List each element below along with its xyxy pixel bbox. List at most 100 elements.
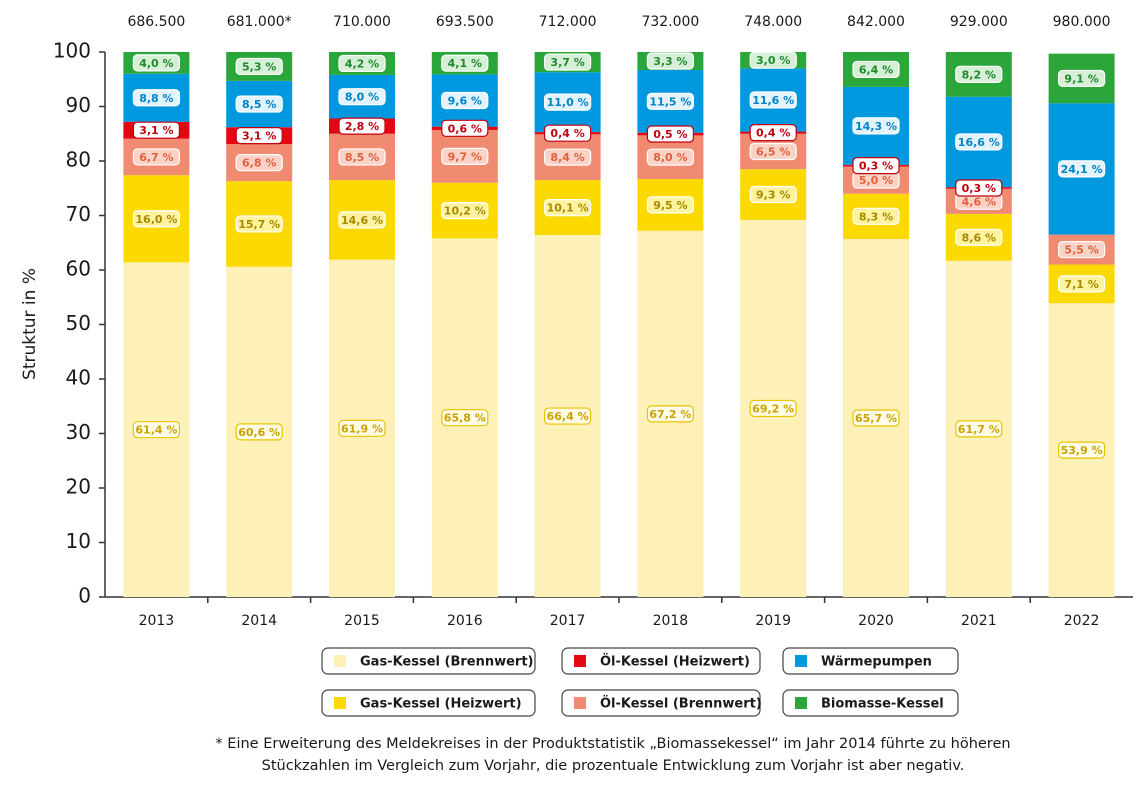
value-label: 8,3 %: [859, 210, 893, 223]
value-label-box: [955, 133, 1003, 151]
value-label-box: [646, 92, 695, 110]
total-label: 929.000: [950, 14, 1008, 30]
value-label: 4,2 %: [345, 57, 379, 70]
value-label: 11,5 %: [649, 95, 691, 108]
value-label-box: [1057, 275, 1106, 293]
value-label-box: [749, 51, 797, 69]
value-label: 6,4 %: [859, 63, 893, 76]
x-tick-label: 2020: [858, 613, 894, 629]
y-tick-label: 40: [66, 366, 91, 390]
legend-swatch: [574, 655, 586, 667]
value-label: 4,1 %: [448, 57, 482, 70]
legend-label: Gas-Kessel (Heizwert): [360, 697, 522, 712]
value-label: 66,4 %: [547, 410, 589, 423]
x-tick-label: 2018: [653, 613, 689, 629]
value-label-box: [132, 121, 180, 139]
value-label-box: [132, 54, 180, 72]
value-label: 60,6 %: [238, 426, 280, 439]
value-label-box: [852, 60, 900, 79]
x-tick-label: 2022: [1064, 613, 1100, 629]
value-label: 4,6 %: [962, 195, 996, 208]
value-label: 6,5 %: [756, 145, 790, 158]
value-label-box: [646, 125, 695, 143]
value-label-box: [441, 409, 489, 427]
value-label-box: [646, 405, 695, 423]
value-label: 4,0 %: [139, 57, 173, 70]
total-label: 712.000: [539, 14, 597, 30]
value-label: 0,3 %: [962, 182, 996, 195]
total-label: 980.000: [1053, 14, 1111, 30]
value-label: 8,5 %: [345, 151, 379, 164]
legend-box: [561, 689, 761, 717]
value-label: 6,7 %: [139, 151, 173, 164]
value-label: 53,9 %: [1061, 444, 1103, 457]
value-label: 61,4 %: [135, 424, 177, 437]
legend-box: [782, 689, 959, 717]
value-label: 0,4 %: [550, 127, 584, 140]
value-label: 5,5 %: [1064, 244, 1098, 257]
value-label: 9,6 %: [448, 95, 482, 108]
value-label-box: [441, 91, 489, 110]
value-label-box: [852, 207, 900, 225]
value-label: 8,6 %: [962, 231, 996, 244]
value-label-box: [955, 420, 1003, 438]
value-label: 65,7 %: [855, 412, 897, 425]
value-label: 2,8 %: [345, 120, 379, 133]
footnote: Stückzahlen im Vergleich zum Vorjahr, di…: [262, 758, 965, 774]
value-label: 8,0 %: [345, 91, 379, 104]
value-label: 5,0 %: [859, 174, 893, 187]
value-label: 10,1 %: [547, 202, 589, 215]
value-label-box: [338, 148, 386, 166]
value-label: 14,6 %: [341, 214, 383, 227]
value-label-box: [1057, 441, 1106, 459]
value-label-box: [338, 419, 386, 437]
value-label: 9,3 %: [756, 189, 790, 202]
value-label-box: [646, 148, 695, 166]
legend-swatch: [334, 655, 346, 667]
total-label: 686.500: [127, 14, 185, 30]
x-tick-label: 2021: [961, 613, 997, 629]
value-label-box: [852, 117, 900, 135]
value-label-box: [749, 91, 797, 109]
legend-swatch: [795, 697, 807, 709]
value-label: 5,3 %: [242, 60, 276, 73]
value-label-box: [235, 57, 283, 76]
value-label-box: [749, 399, 797, 418]
value-label-box: [749, 124, 797, 142]
x-tick-label: 2019: [755, 613, 791, 629]
value-label: 69,2 %: [752, 402, 794, 415]
legend-box: [321, 689, 536, 717]
y-tick-label: 70: [66, 202, 91, 226]
value-label: 8,4 %: [550, 151, 584, 164]
y-axis-label: Struktur in %: [20, 268, 40, 380]
value-label: 16,6 %: [958, 136, 1000, 149]
legend-label: Öl-Kessel (Heizwert): [600, 654, 750, 670]
value-label-box: [646, 196, 695, 214]
value-label: 10,2 %: [444, 205, 486, 218]
value-label-box: [132, 89, 180, 107]
value-label-box: [543, 198, 592, 217]
value-label: 8,2 %: [962, 68, 996, 81]
total-label: 732.000: [641, 14, 699, 30]
x-tick-label: 2014: [241, 613, 277, 629]
legend-label: Öl-Kessel (Brennwert): [600, 696, 762, 712]
y-tick-label: 10: [66, 529, 91, 553]
value-label: 9,5 %: [653, 199, 687, 212]
value-label-box: [543, 93, 592, 111]
value-label: 0,5 %: [653, 128, 687, 141]
y-tick-label: 80: [66, 148, 91, 172]
value-label-box: [852, 157, 900, 175]
value-label: 11,6 %: [752, 94, 794, 107]
value-label: 24,1 %: [1061, 163, 1103, 176]
value-label-box: [749, 185, 797, 204]
value-label-box: [543, 53, 592, 71]
value-label: 8,0 %: [653, 151, 687, 164]
value-label: 3,0 %: [756, 54, 790, 67]
y-tick-label: 60: [66, 257, 91, 281]
value-label: 3,3 %: [653, 55, 687, 68]
value-label-box: [235, 127, 283, 145]
value-label: 11,0 %: [547, 96, 589, 109]
value-label: 67,2 %: [649, 408, 691, 421]
value-label-box: [543, 124, 592, 142]
